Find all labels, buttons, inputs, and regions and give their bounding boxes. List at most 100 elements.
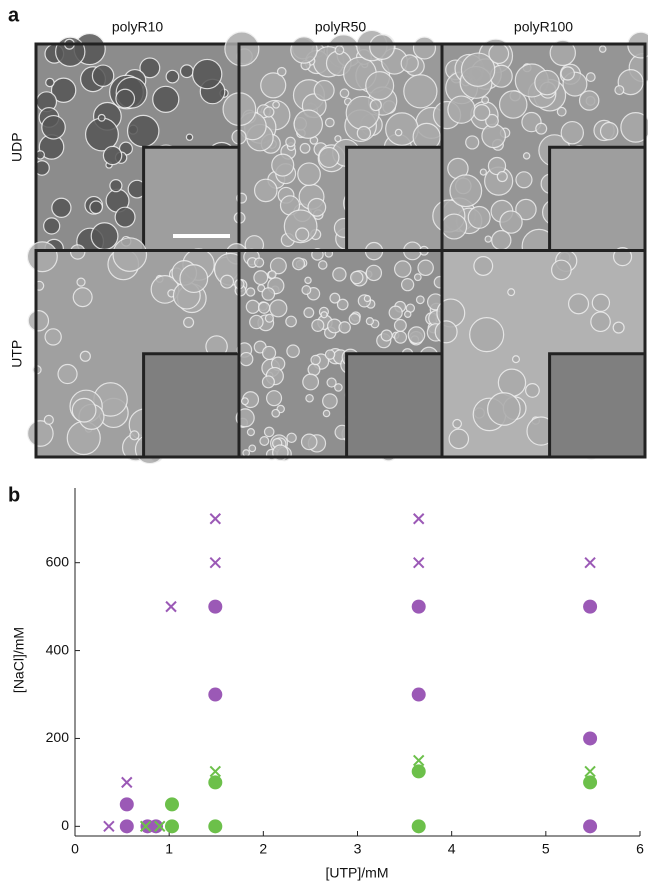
droplet [452,418,463,429]
row-label: UDP [9,132,25,162]
droplet [253,178,278,203]
droplet [44,328,62,346]
droplet [102,145,123,166]
inset [345,352,444,459]
droplet [129,430,140,441]
point [583,775,598,790]
droplet [301,285,312,295]
droplet [45,77,55,88]
droplet [179,64,194,79]
droplet [380,329,393,342]
droplet [79,350,91,362]
droplet [417,259,434,277]
y-tick-label: 600 [46,553,70,569]
point [208,599,223,614]
row-label: UTP [9,340,25,368]
droplet [26,241,58,273]
micrograph-grid [26,29,648,465]
droplet [139,57,161,79]
droplet [487,392,521,426]
droplet [271,408,281,418]
droplet [292,257,306,271]
y-axis-label: [NaCl]/mM [11,627,27,693]
droplet [90,222,119,251]
droplet [285,136,296,148]
droplet [326,377,337,388]
droplet [242,449,251,457]
droplet [491,230,512,251]
droplet [412,36,437,60]
droplet [97,113,106,122]
scale-bar [173,234,230,238]
droplet [413,273,422,282]
droplet [322,393,338,409]
droplet [393,318,407,332]
droplet [263,106,275,118]
droplet [114,206,136,228]
point [154,820,166,833]
droplet [183,316,195,328]
inset [548,145,647,252]
droplet [339,88,350,99]
droplet [263,426,275,438]
droplet [269,257,287,275]
droplet [498,90,528,119]
droplet [50,77,77,103]
point [209,513,222,525]
droplet [332,267,347,282]
droplet [322,409,331,418]
droplet [620,111,648,143]
droplet [365,264,383,282]
droplet [310,354,321,366]
droplet [365,317,375,326]
droplet [441,213,468,240]
point [583,599,598,614]
droplet [307,197,327,217]
droplet [549,39,576,67]
droplet [89,200,103,215]
droplet [253,257,265,268]
droplet [484,235,492,243]
point [119,819,134,834]
droplet [271,153,295,177]
point [208,687,223,702]
droplet [272,100,280,109]
point [411,764,426,779]
x-axis-label: [UTP]/mM [326,865,389,881]
droplet [191,58,223,90]
droplet [467,205,491,229]
point [148,819,163,834]
droplet [334,45,345,55]
droplet [324,349,336,360]
droplet [297,162,321,187]
droplet [109,179,123,193]
droplet [534,69,560,96]
droplet [447,95,476,124]
droplet [348,313,361,325]
droplet [460,52,496,87]
droplet [497,368,527,397]
droplet [448,428,470,450]
droplet [415,295,425,305]
droplet [311,318,325,332]
droplet [27,310,50,332]
droplet [276,66,287,77]
inset [345,145,444,252]
point [209,765,222,778]
cell-frame [440,249,647,459]
droplet [515,198,537,221]
droplet [407,326,426,344]
droplet [286,344,300,358]
droplet [261,345,277,361]
droplet [591,293,611,312]
point [413,556,425,569]
droplet [246,428,256,437]
droplet [313,79,335,101]
x-tick-label: 4 [448,841,456,857]
droplet [560,120,584,145]
x-tick-label: 1 [165,841,173,857]
droplet [305,393,314,403]
droplet [535,122,548,135]
point [583,731,598,746]
droplet [329,292,341,304]
